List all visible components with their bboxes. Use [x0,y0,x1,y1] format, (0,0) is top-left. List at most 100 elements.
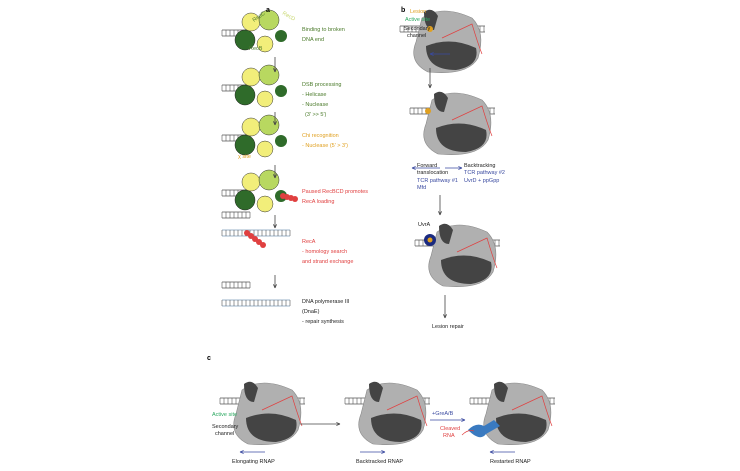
lesion-repair-label: Lesion repair [432,324,464,330]
step5-line1: RecA [302,239,316,245]
c1-direction-arrow-head [239,450,244,454]
backtracking-label: Backtracking [464,163,496,169]
b-arrow-1-head [428,84,432,89]
reca-filament-icon [292,196,298,202]
b3-rna-strand [456,237,498,269]
recc-subunit-icon [256,35,274,53]
uvrd-label: UvrD + ppGpp [464,178,499,184]
recd-label: RecD [281,11,296,23]
c3-rna-strand [511,395,553,427]
lesion-icon [425,108,431,114]
step2-line4: (3' >> 5') [305,112,327,118]
restarted-rnap-label: Restarted RNAP [490,459,531,465]
active-site-label-b: Active site [405,17,430,23]
recb-subunit-icon [234,29,256,51]
secondary-channel-label-b-1: Secondary [404,26,431,32]
step1-line1: Binding to broken [302,27,345,33]
c2-rnap-lower-jaw-icon [371,413,422,442]
recb-subunit-icon [234,189,256,211]
elongating-rnap-label: Elongating RNAP [232,459,275,465]
b1-rna-strand [441,23,483,55]
step4-line1: Paused RecBCD promotes [302,189,368,195]
step6-line2: (DnaE) [302,309,320,315]
lesion-icon [427,26,433,32]
step5-line2: - homology search [302,249,347,255]
step-arrow-a3-head [273,224,277,229]
b1-rnap-lower-jaw-icon [426,41,477,70]
recb-label: RecB [249,46,263,52]
recb-subunit-icon [234,134,256,156]
step3-line2: - Nuclease (5' > 3') [302,143,348,149]
c3-rnap-clamp-icon [494,381,508,402]
c3-rnap-lower-jaw-icon [496,413,547,442]
c1-rnap-lower-jaw-icon [246,413,297,442]
greab-label: +GreA/B [432,411,454,417]
b3-rnap-lower-jaw-icon [441,255,492,284]
uvra-label: UvrA [418,222,431,228]
step-arrow-a1-head [273,121,277,126]
forward-arrow-head [411,166,416,170]
recb-subunit-icon [234,84,256,106]
active-site-label-c: Active site [212,412,237,418]
lesion-icon [427,237,433,243]
b-arrow-2-head [438,211,442,216]
recd-subunit-icon [258,9,280,31]
c1-rnap-clamp-icon [244,381,258,402]
forward-label-2: translocation [417,170,448,176]
recc-label: RecC [252,11,267,24]
step6-line3: - repair synthesis [302,319,344,325]
panel-label-a: a [266,7,270,14]
c-arrow-2-head [461,418,466,422]
b2-rna-strand [451,105,493,137]
b3-rnap-clamp-icon [439,223,453,244]
recb-nuclease-icon [275,135,287,147]
chi-site-label: χ site [238,154,251,160]
b-arrow-3-head [443,314,447,319]
c-arrow-1-head [336,422,341,426]
cleaved-rna-strand [461,430,475,436]
step2-line3: - Nuclease [302,102,328,108]
c2-rnap-clamp-icon [369,381,383,402]
step4-line2: RecA loading [302,199,334,205]
step2-line1: DSB processing [302,82,341,88]
b-direction-arrow-head [429,52,434,56]
tcr2-label: TCR pathway #2 [464,170,505,176]
secondary-channel-label-c-1: Secondary [212,424,239,430]
recc-subunit-icon [256,195,274,213]
forward-label-1: Forward [417,163,437,169]
b2-rnap-clamp-icon [434,91,448,112]
c3-direction-arrow-head [489,450,494,454]
step1-line2: DNA end [302,37,324,43]
c2-rna-strand [386,395,428,427]
backtracking-arrow-head [458,166,463,170]
panel-label-b: b [401,7,405,14]
reca-filament-icon [260,242,266,248]
recd-subunit-icon [258,114,280,136]
step6-line1: DNA polymerase III [302,299,350,305]
c2-direction-arrow-head [381,450,386,454]
secondary-channel-label-b-2: channel [407,33,426,39]
b1-rnap-clamp-icon [424,9,438,30]
step-arrow-a2-head [273,174,277,179]
step-arrow-a4-head [273,284,277,289]
backtracked-rnap-label: Backtracked RNAP [356,459,403,465]
panel-label-c: c [207,355,211,362]
step5-line3: and strand exchange [302,259,353,265]
cleaved-rna-label-1: Cleaved [440,426,460,432]
grea-b-icon [468,420,500,438]
secondary-channel-label-c-2: channel [215,431,234,437]
lesion-label: Lesion [410,9,426,15]
recb-nuclease-icon [275,85,287,97]
step-arrow-a0-head [273,68,277,73]
b2-rnap-lower-jaw-icon [436,123,487,152]
tcr1-label: TCR pathway #1 [417,178,458,184]
cleaved-rna-label-2: RNA [443,433,455,439]
recc-subunit-icon [256,90,274,108]
step2-line2: - Helicase [302,92,326,98]
recb-nuclease-icon [275,30,287,42]
recc-subunit-icon [256,140,274,158]
step3-line1: Chi recognition [302,133,339,139]
